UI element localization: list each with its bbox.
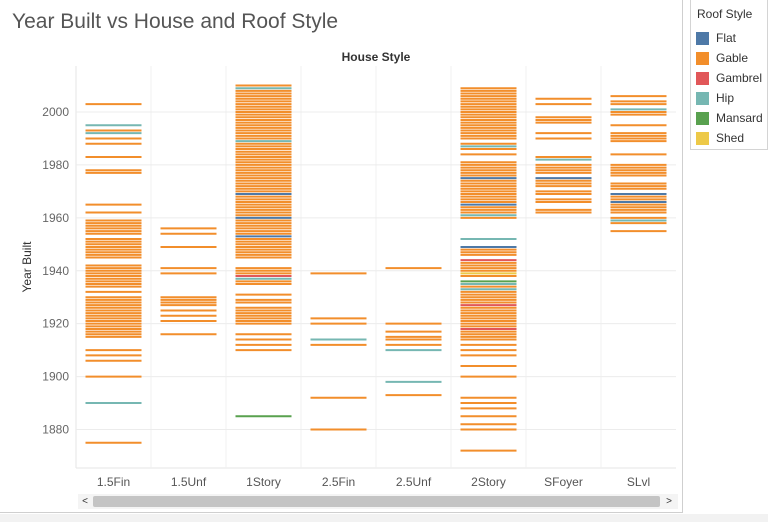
scroll-left-arrow-icon[interactable]: < <box>82 496 88 507</box>
legend-label: Gambrel <box>716 71 763 85</box>
x-category-label: SFoyer <box>544 475 583 489</box>
y-tick-label: 1940 <box>42 264 69 278</box>
x-category-label: SLvl <box>627 475 650 489</box>
legend-swatch <box>696 132 709 145</box>
y-tick-label: 1920 <box>42 317 69 331</box>
legend-label: Shed <box>716 131 745 145</box>
x-category-label: 2Story <box>471 475 506 489</box>
legend-swatch <box>696 112 709 125</box>
legend-label: Mansard <box>716 111 763 125</box>
y-tick-label: 1960 <box>42 211 69 225</box>
legend-swatch <box>696 72 709 85</box>
legend-title: Roof Style <box>697 7 753 21</box>
legend-swatch <box>696 52 709 65</box>
legend: Roof Style Flat Gable Gambrel Hip Mansard She… <box>690 0 768 150</box>
legend-swatch <box>696 92 709 105</box>
scroll-thumb[interactable] <box>93 496 660 507</box>
column-header: House Style <box>342 50 411 64</box>
x-category-label: 1Story <box>246 475 281 489</box>
y-axis-title: Year Built <box>20 241 34 293</box>
x-category-label: 1.5Unf <box>171 475 207 489</box>
legend-label: Flat <box>716 31 737 45</box>
y-tick-label: 1980 <box>42 158 69 172</box>
legend-label: Gable <box>716 51 749 65</box>
y-tick-label: 2000 <box>42 105 69 119</box>
x-category-label: 2.5Unf <box>396 475 432 489</box>
marks <box>85 84 667 452</box>
y-tick-label: 1900 <box>42 370 69 384</box>
legend-swatch <box>696 32 709 45</box>
x-category-label: 2.5Fin <box>322 475 355 489</box>
legend-label: Hip <box>716 91 735 105</box>
axes: 1880 1900 1920 1940 1960 1980 2000 Year Built Ho… <box>20 50 650 489</box>
gridlines <box>75 66 676 469</box>
bottom-strip <box>0 514 768 522</box>
chart-svg: 1880 1900 1920 1940 1960 1980 2000 Year Built Ho… <box>20 50 676 489</box>
chart-title: Year Built vs House and Roof Style <box>12 10 339 33</box>
horizontal-scrollbar[interactable]: < > <box>78 494 678 509</box>
worksheet-frame <box>0 0 683 513</box>
y-tick-label: 1880 <box>42 423 69 437</box>
scroll-right-arrow-icon[interactable]: > <box>666 496 672 507</box>
x-category-label: 1.5Fin <box>97 475 130 489</box>
